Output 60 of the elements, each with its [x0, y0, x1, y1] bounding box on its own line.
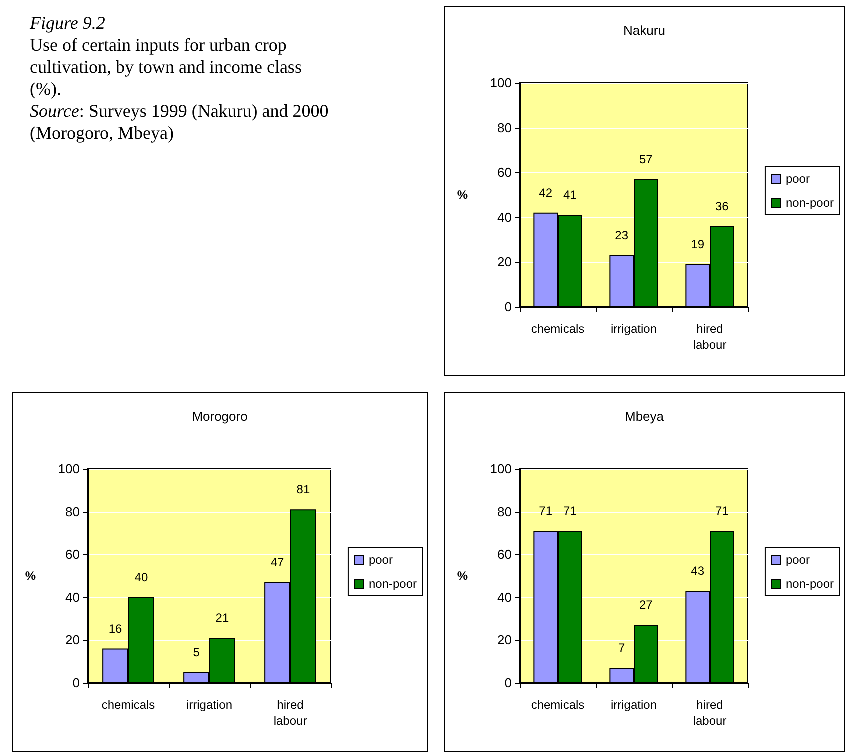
x-tick-label: irrigation [186, 698, 233, 712]
data-label: 71 [539, 504, 553, 518]
data-label: 40 [134, 570, 148, 584]
legend-label: poor [368, 553, 393, 567]
y-tick-label: 100 [58, 462, 80, 476]
data-label: 36 [715, 199, 730, 214]
chart-title: Morogoro [192, 409, 248, 424]
source-note: Source: Surveys 1999 (Nakuru) and 2000 (Morogoro, Mbeya) [30, 100, 330, 144]
data-label: 47 [270, 555, 285, 570]
y-tick-label: 20 [66, 632, 80, 648]
y-tick-label: 80 [498, 120, 512, 136]
legend-label: non-poor [786, 196, 834, 210]
text: Use of certain inputs for urban crop cultivation, by town and income class (%). [30, 34, 303, 100]
y-tick-label: 60 [66, 547, 80, 562]
y-tick-label: 0 [504, 676, 512, 690]
data-label: 5 [193, 645, 200, 660]
data-label: 81 [296, 482, 310, 497]
legend-label: non-poor [368, 577, 418, 591]
data-label: 23 [615, 228, 629, 242]
data-label: 27 [639, 598, 654, 612]
legend-label: poor [786, 172, 810, 186]
x-tick-label: irrigation [610, 322, 658, 336]
x-tick-label: chemicals [531, 698, 585, 712]
y-tick-label: 100 [490, 76, 512, 90]
data-label: 42 [539, 186, 553, 200]
x-tick-label: chemicals [102, 698, 156, 712]
y-axis-title: % [457, 569, 468, 583]
data-label: 19 [691, 237, 705, 252]
y-tick-label: 80 [66, 504, 80, 520]
data-label: 41 [563, 188, 578, 202]
data-label: 57 [639, 152, 654, 166]
x-tick-label: hired labour [274, 698, 308, 728]
y-tick-label: 40 [498, 210, 512, 225]
y-tick-label: 40 [66, 590, 80, 605]
y-tick-label: 20 [498, 254, 512, 270]
y-tick-label: 80 [498, 504, 512, 520]
y-tick-label: 100 [490, 462, 512, 476]
data-label: 16 [108, 622, 123, 636]
y-tick-label: 20 [498, 632, 512, 648]
x-tick-label: chemicals [531, 322, 585, 336]
y-axis-title: % [457, 188, 468, 202]
y-tick-label: 0 [72, 676, 80, 690]
chart-title: Nakuru [624, 23, 666, 38]
data-label: 7 [618, 641, 626, 656]
x-tick-label: hired labour [693, 698, 727, 728]
y-axis-title: % [25, 569, 36, 583]
legend-label: non-poor [786, 577, 834, 591]
data-label: 43 [691, 564, 705, 578]
data-label: 71 [715, 504, 730, 518]
text: Figure 9.2 [30, 12, 106, 34]
y-tick-label: 40 [498, 590, 512, 605]
chart-title: Mbeya [624, 409, 665, 424]
x-tick-label: irrigation [610, 698, 658, 712]
data-label: 21 [216, 611, 230, 626]
data-label: 71 [563, 504, 578, 518]
y-tick-label: 60 [498, 547, 512, 562]
x-tick-label: hired labour [693, 322, 727, 352]
legend-label: poor [786, 553, 810, 567]
y-tick-label: 60 [498, 165, 512, 180]
y-tick-label: 0 [504, 300, 512, 314]
